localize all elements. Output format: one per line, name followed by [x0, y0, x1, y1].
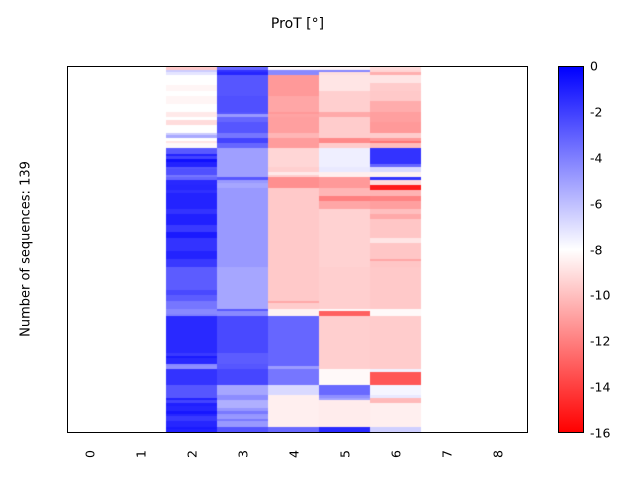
- x-tick-label: 7: [439, 450, 455, 458]
- colorbar-tick-label: -10: [590, 287, 611, 303]
- x-tick-label: 0: [82, 450, 98, 458]
- heatmap-canvas: [68, 67, 527, 432]
- colorbar-tick-label: -12: [590, 333, 611, 349]
- colorbar-tick-label: -14: [590, 379, 611, 395]
- colorbar-tick-label: -6: [590, 196, 603, 212]
- colorbar-tick-label: -4: [590, 150, 603, 166]
- x-tick-label: 4: [286, 450, 302, 458]
- x-tick-label: 1: [133, 450, 149, 458]
- x-tick-label: 5: [337, 450, 353, 458]
- y-axis-label: Number of sequences: 139: [18, 161, 34, 337]
- x-tick-label: 2: [184, 450, 200, 458]
- colorbar-tick-label: 0: [590, 58, 598, 74]
- chart-title: ProT [°]: [270, 16, 325, 32]
- x-tick-label: 6: [388, 450, 404, 458]
- colorbar-tick-label: -8: [590, 242, 603, 257]
- colorbar-tick-label: -16: [590, 425, 611, 441]
- colorbar: [558, 66, 584, 433]
- colorbar-tick-label: -2: [590, 104, 603, 120]
- x-tick-label: 3: [235, 450, 251, 458]
- x-tick-label: 8: [490, 450, 506, 458]
- plot-area: [67, 66, 528, 433]
